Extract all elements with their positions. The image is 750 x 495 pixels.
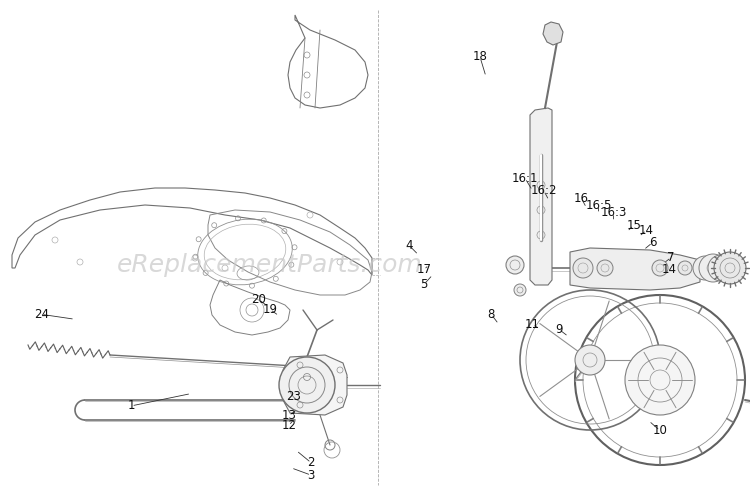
- Circle shape: [693, 256, 717, 280]
- Text: 6: 6: [649, 236, 656, 249]
- Circle shape: [714, 252, 746, 284]
- Text: 10: 10: [652, 424, 668, 437]
- Circle shape: [708, 255, 734, 281]
- Text: 13: 13: [281, 409, 296, 422]
- Text: 2: 2: [308, 456, 315, 469]
- Circle shape: [678, 261, 692, 275]
- Text: 5: 5: [420, 278, 428, 291]
- Text: 16:2: 16:2: [530, 184, 557, 197]
- Text: 16: 16: [574, 192, 589, 204]
- Text: 4: 4: [405, 239, 412, 251]
- Circle shape: [575, 345, 605, 375]
- Text: 17: 17: [416, 263, 431, 276]
- Text: 19: 19: [262, 303, 278, 316]
- Text: 12: 12: [281, 419, 296, 432]
- Circle shape: [719, 258, 739, 278]
- Text: 18: 18: [472, 50, 488, 63]
- Circle shape: [597, 260, 613, 276]
- Text: eReplacementParts.com: eReplacementParts.com: [117, 253, 423, 277]
- Text: 7: 7: [668, 251, 675, 264]
- Text: 15: 15: [626, 219, 641, 232]
- Polygon shape: [530, 108, 552, 285]
- Polygon shape: [570, 248, 700, 290]
- Text: 8: 8: [488, 308, 495, 321]
- Text: 16:1: 16:1: [512, 172, 538, 185]
- Text: 9: 9: [555, 323, 562, 336]
- Polygon shape: [543, 22, 563, 45]
- Circle shape: [279, 357, 335, 413]
- Polygon shape: [283, 355, 347, 415]
- Circle shape: [506, 256, 524, 274]
- Text: 23: 23: [286, 390, 302, 402]
- Circle shape: [652, 260, 668, 276]
- Text: 14: 14: [639, 224, 654, 237]
- Text: 16:5: 16:5: [585, 199, 612, 212]
- Text: 11: 11: [525, 318, 540, 331]
- Text: 14: 14: [662, 263, 676, 276]
- Circle shape: [625, 345, 695, 415]
- Text: 1: 1: [128, 399, 135, 412]
- Text: 16:3: 16:3: [600, 206, 627, 219]
- Circle shape: [699, 254, 727, 282]
- Circle shape: [514, 284, 526, 296]
- Text: 3: 3: [308, 469, 315, 482]
- Circle shape: [573, 258, 593, 278]
- Text: 20: 20: [251, 293, 266, 306]
- Text: 24: 24: [34, 308, 49, 321]
